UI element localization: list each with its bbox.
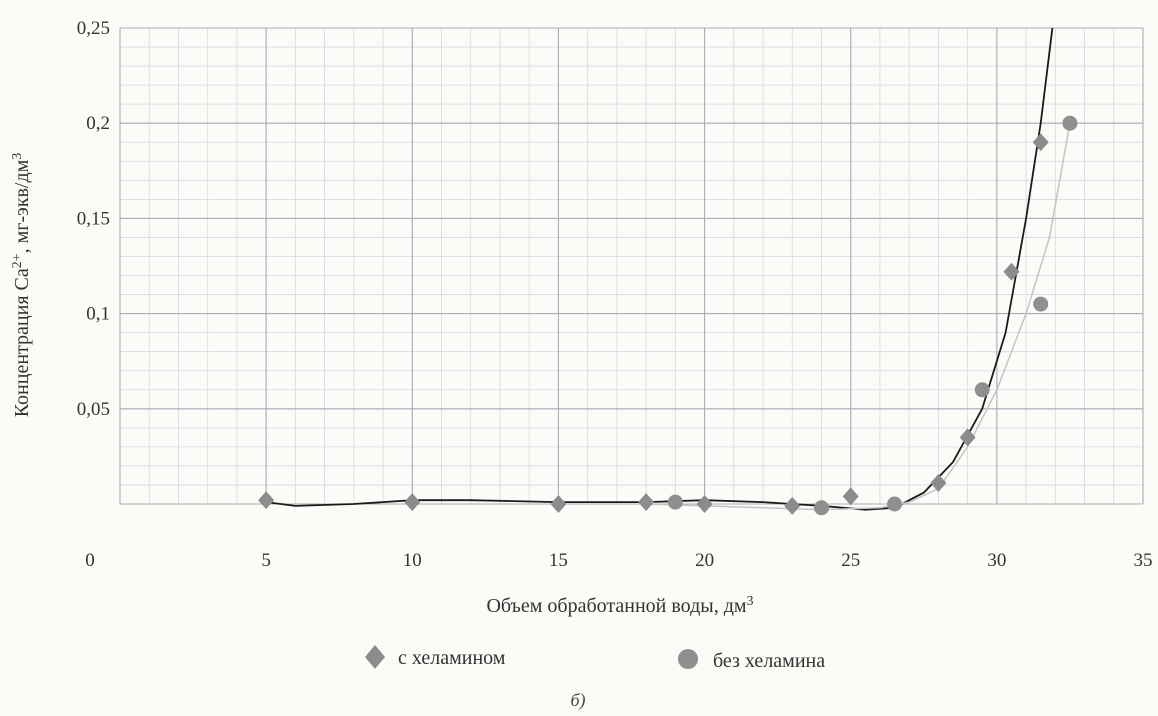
x-axis-label-sup: 3: [747, 594, 754, 609]
y-axis-label-part: , мг-экв/дм: [11, 159, 33, 253]
x-tick-label: 25: [841, 550, 860, 571]
x-tick-label: 10: [403, 550, 422, 571]
data-points: [258, 115, 1078, 516]
legend: с хеламином без хеламина: [365, 645, 825, 672]
y-tick-label: 0,05: [77, 399, 110, 420]
legend-label-series-2: без хеламина: [713, 650, 825, 672]
point-series-2: [1062, 115, 1078, 131]
y-axis-label-part: Концентрация Ca: [11, 268, 33, 417]
point-series-2: [887, 496, 903, 512]
point-series-1: [930, 474, 947, 493]
point-series-1: [638, 493, 655, 512]
point-series-2: [1033, 296, 1049, 312]
trend-lines: [265, 28, 1071, 511]
x-tick-label: 30: [987, 550, 1006, 571]
point-series-2: [974, 382, 990, 398]
x-tick-label: 35: [1134, 550, 1153, 571]
y-tick-label: 0,25: [77, 18, 110, 39]
point-series-2: [813, 500, 829, 516]
y-axis-label-part: 2+: [10, 253, 25, 268]
x-tick-label: 20: [695, 550, 714, 571]
x-axis-label: Объем обработанной воды, дм3: [486, 594, 753, 618]
y-axis-label-part: 3: [10, 153, 25, 160]
figure-caption: б): [570, 690, 585, 711]
point-series-1: [1032, 133, 1049, 152]
point-series-1: [959, 428, 976, 447]
legend-label-series-1: с хеламином: [398, 647, 506, 669]
tick-labels: 0 5 10 15 20 25 30 35 0,05 0,1 0,15 0,2 0,25: [77, 18, 1153, 571]
x-tick-label: 0: [85, 550, 95, 571]
point-series-2: [667, 494, 683, 510]
point-series-1: [1003, 262, 1020, 281]
point-series-1: [784, 496, 801, 515]
point-series-1: [696, 495, 713, 513]
point-series-1: [842, 487, 859, 506]
x-tick-label: 5: [261, 550, 271, 571]
point-series-1: [404, 493, 421, 512]
point-series-1: [258, 491, 275, 510]
x-tick-label: 15: [549, 550, 568, 571]
y-tick-label: 0,2: [86, 113, 110, 134]
trend-line-2: [646, 123, 1071, 511]
point-series-1: [550, 495, 567, 513]
legend-marker-diamond: [365, 645, 385, 669]
grid-major: [119, 27, 1144, 505]
x-axis-label-main: Объем обработанной воды, дм: [486, 595, 746, 617]
legend-marker-circle: [678, 649, 698, 669]
grid-minor: [119, 27, 1144, 505]
trend-line-1: [265, 28, 1054, 511]
y-tick-label: 0,1: [86, 304, 110, 325]
y-tick-label: 0,15: [77, 208, 110, 229]
y-axis-label: Концентрация Ca2+, мг-экв/дм3: [10, 153, 34, 418]
